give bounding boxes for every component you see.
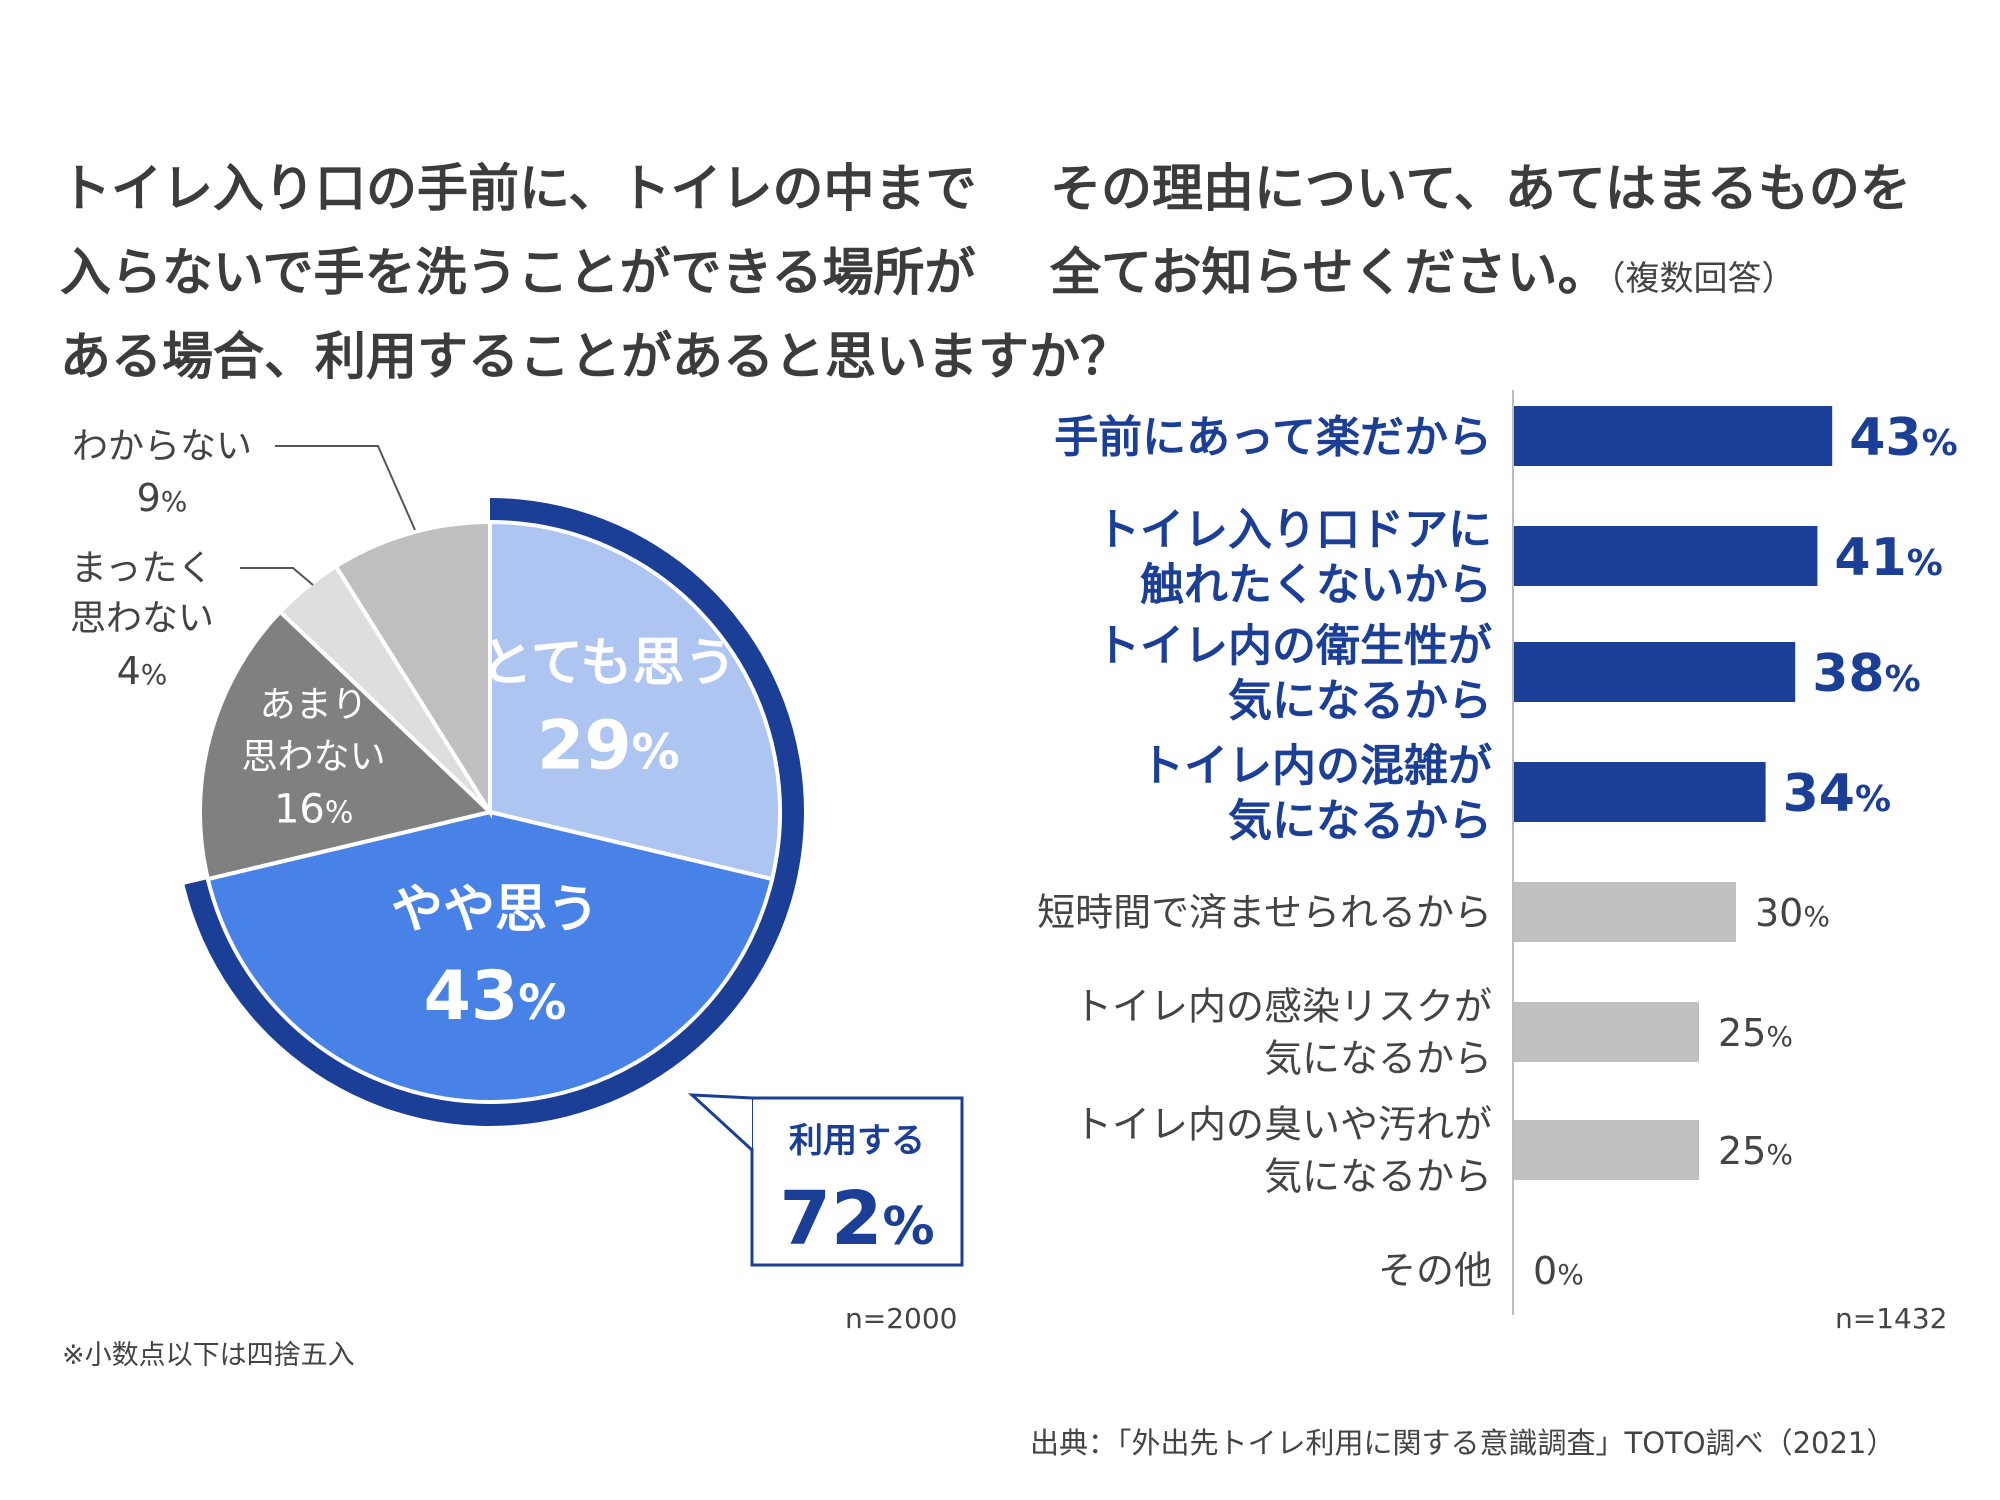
- bar-question-title: その理由について、あてはまるものを 全てお知らせください。（複数回答）: [1050, 148, 1911, 321]
- bar-value-1: 43%: [1849, 408, 1957, 468]
- bar-category-5-line-1: 短時間で済ませられるから: [1037, 891, 1492, 935]
- bar-question-line-2: 全てお知らせください。（複数回答）: [1050, 232, 1911, 321]
- bar-category-8-line-1: その他: [1378, 1249, 1492, 1293]
- source-citation: 出典：「外出先トイレ利用に関する意識調査」TOTO調べ（2021）: [1030, 1426, 1896, 1460]
- pie-value-somewhat: 43%: [424, 957, 567, 1036]
- bar-category-6-line-2: 気になるから: [1264, 1037, 1492, 1081]
- bar-value-2: 41%: [1834, 528, 1942, 588]
- callout-label: 利用する: [789, 1121, 925, 1161]
- pie-label-not-much-2: 思わない: [242, 736, 386, 777]
- bar-2: [1514, 526, 1818, 586]
- bar-category-2-line-2: 触れたくないから: [1140, 559, 1492, 610]
- pie-value-dont-know: 9%: [137, 476, 188, 520]
- bar-value-8: 0%: [1533, 1249, 1584, 1293]
- bar-6: [1514, 1002, 1699, 1062]
- leader-line-dont-know: [275, 445, 416, 531]
- multiple-answer-note: （複数回答）: [1608, 259, 1796, 299]
- callout-pointer: [687, 1093, 754, 1152]
- bar-value-7: 25%: [1718, 1129, 1793, 1173]
- bar-question-line-1: その理由について、あてはまるものを: [1050, 160, 1911, 219]
- pie-label-not-at-all-1: まったく: [71, 548, 214, 589]
- pie-slice-2: [205, 809, 775, 1104]
- pie-question-line-3: ある場合、利用することがあると思いますか？: [60, 328, 1132, 387]
- pie-slice-3: [198, 608, 495, 882]
- pie-slice-1: [488, 519, 782, 882]
- bar-sample-size: n=1432: [1835, 1302, 1948, 1335]
- pie-label-very-much: とても思う: [480, 634, 736, 694]
- pie-label-not-much-1: あまり: [260, 684, 368, 725]
- pie-value-not-at-all: 4%: [117, 649, 168, 693]
- bar-value-4: 34%: [1783, 764, 1891, 824]
- bar-category-6-line-1: トイレ内の感染リスクが: [1074, 985, 1492, 1029]
- pie-sample-size: n=2000: [845, 1302, 958, 1335]
- pie-question-line-1: トイレ入り口の手前に、トイレの中まで: [60, 160, 977, 219]
- pie-question-title: トイレ入り口の手前に、トイレの中まで 入らないで手を洗うことができる場所が ある…: [60, 148, 1131, 400]
- pie-chart: とても思う29%やや思う43%あまり思わない16%まったく思わない4%わからない…: [70, 426, 964, 1267]
- pie-value-very-much: 29%: [537, 707, 680, 786]
- pie-value-not-much: 16%: [274, 786, 353, 832]
- rounding-footnote: ※小数点以下は四捨五入: [62, 1340, 355, 1371]
- bar-7: [1514, 1120, 1699, 1180]
- bar-category-2-line-1: トイレ入り口ドアに: [1096, 504, 1492, 555]
- pie-label-somewhat: やや思う: [391, 880, 599, 940]
- bar-value-5: 30%: [1755, 891, 1830, 935]
- bar-4: [1514, 762, 1766, 822]
- bar-value-3: 38%: [1812, 644, 1920, 704]
- bar-category-1-line-1: 手前にあって楽だから: [1054, 412, 1492, 463]
- bar-category-7-line-1: トイレ内の臭いや汚れが: [1074, 1103, 1492, 1147]
- bar-5: [1514, 882, 1736, 942]
- bar-3: [1514, 642, 1796, 702]
- pie-label-dont-know: わからない: [72, 426, 252, 467]
- bar-1: [1514, 406, 1833, 466]
- bar-category-3-line-2: 気になるから: [1228, 675, 1492, 726]
- pie-slice-5: [333, 519, 492, 819]
- callout-pointer-joint: [753, 1100, 757, 1148]
- leader-line-not-at-all: [240, 567, 314, 586]
- bar-category-4-line-1: トイレ内の混雑が: [1140, 740, 1492, 791]
- callout-value: 72%: [779, 1176, 934, 1262]
- bar-question-line-2-text: 全てお知らせください。: [1050, 244, 1609, 303]
- pie-label-not-at-all-2: 思わない: [70, 598, 214, 639]
- bar-value-6: 25%: [1718, 1011, 1793, 1055]
- pie-question-line-2: 入らないで手を洗うことができる場所が: [60, 244, 976, 303]
- bar-category-3-line-1: トイレ内の衛生性が: [1096, 620, 1492, 671]
- bar-category-7-line-2: 気になるから: [1264, 1155, 1492, 1199]
- bar-category-4-line-2: 気になるから: [1228, 795, 1492, 846]
